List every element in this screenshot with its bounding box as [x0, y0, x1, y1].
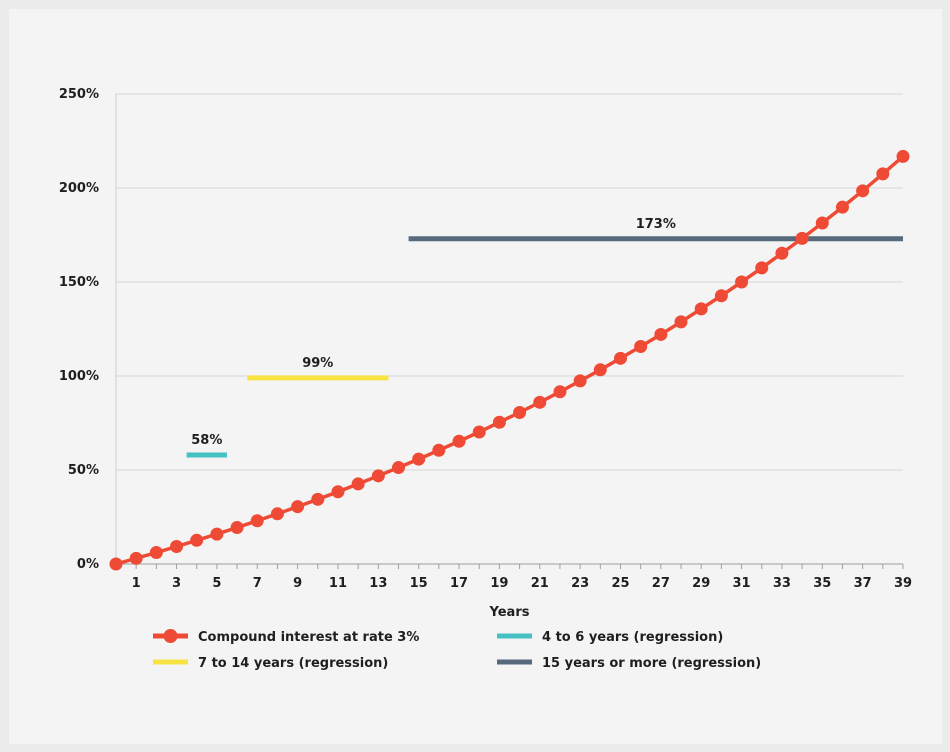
x-tick-label: 5: [212, 576, 221, 591]
data-point: [432, 443, 446, 457]
data-point: [835, 200, 849, 214]
data-point: [412, 452, 426, 466]
data-point: [876, 167, 890, 181]
data-point: [250, 514, 264, 528]
data-point: [230, 521, 244, 535]
legend-item: Compound interest at rate 3%: [153, 629, 419, 645]
legend-marker: [163, 629, 178, 643]
data-point: [613, 351, 627, 365]
x-tick-label: 39: [894, 576, 912, 591]
segment-data-label: 173%: [636, 217, 676, 232]
data-point: [109, 557, 123, 571]
data-point: [735, 275, 749, 289]
x-tick-label: 27: [652, 576, 670, 591]
legend-label: Compound interest at rate 3%: [198, 630, 419, 645]
data-point: [533, 395, 547, 409]
x-tick-label: 11: [329, 576, 347, 591]
data-point: [654, 327, 668, 341]
legend-label: 7 to 14 years (regression): [198, 656, 388, 671]
x-tick-label: 23: [571, 576, 589, 591]
regression-segments: 58% 99% 173%: [186, 217, 903, 458]
y-tick-label: 200%: [59, 181, 99, 196]
x-tick-label: 3: [172, 576, 181, 591]
chart-card: 0% 50% 100% 150% 200% 250% 1 3 5 7 9 11 13 15 17 19 21 2…: [9, 9, 942, 744]
data-point: [371, 469, 385, 483]
x-axis-title: Years: [489, 605, 530, 620]
data-point: [694, 302, 708, 316]
data-point: [896, 149, 910, 163]
x-tick-label: 35: [813, 576, 831, 591]
x-tick-label: 37: [854, 576, 872, 591]
legend-item: 4 to 6 years (regression): [497, 630, 723, 645]
data-point: [674, 315, 688, 329]
x-tick-label: 19: [490, 576, 508, 591]
data-point: [351, 477, 365, 491]
gridlines: [116, 93, 903, 471]
compound-line: [109, 149, 910, 571]
compound-interest-line: [115, 155, 905, 566]
y-tick-label: 250%: [59, 87, 99, 102]
y-tick-label: 50%: [68, 463, 99, 478]
segment-data-label: 58%: [191, 433, 222, 448]
x-tick-label: 17: [450, 576, 468, 591]
x-tick-label: 33: [773, 576, 791, 591]
data-point: [593, 363, 607, 377]
data-point: [392, 461, 406, 475]
x-tick-label: 29: [692, 576, 710, 591]
legend-item: 15 years or more (regression): [497, 656, 761, 671]
x-tick-label: 1: [132, 576, 141, 591]
x-tick-label: 7: [253, 576, 262, 591]
data-point: [573, 374, 587, 388]
data-point: [129, 551, 143, 565]
x-tick-label: 15: [410, 576, 428, 591]
y-tick-label: 100%: [59, 369, 99, 384]
x-tick-label: 25: [611, 576, 629, 591]
data-point: [553, 385, 567, 399]
data-point: [795, 231, 809, 245]
x-tick-label: 21: [531, 576, 549, 591]
data-point: [714, 289, 728, 303]
data-point: [452, 434, 466, 448]
y-tick-label: 0%: [77, 557, 99, 572]
data-point: [815, 216, 829, 230]
legend-label: 4 to 6 years (regression): [542, 630, 723, 645]
data-point: [472, 425, 486, 439]
legend: Compound interest at rate 3% 4 to 6 years…: [153, 629, 761, 671]
x-tick-label: 31: [733, 576, 751, 591]
data-point: [270, 507, 284, 521]
data-point: [210, 527, 224, 541]
data-point: [513, 405, 527, 419]
data-point: [291, 500, 305, 514]
data-point: [775, 246, 789, 260]
y-axis: 0% 50% 100% 150% 200% 250%: [59, 87, 117, 572]
x-tick-label: 9: [293, 576, 302, 591]
data-point: [190, 533, 204, 547]
y-tick-label: 150%: [59, 275, 99, 290]
data-point: [311, 492, 325, 506]
data-point: [634, 339, 648, 353]
legend-label: 15 years or more (regression): [542, 656, 761, 671]
x-tick-label: 13: [369, 576, 387, 591]
data-point: [755, 261, 769, 275]
segment-data-label: 99%: [302, 356, 333, 371]
data-point: [856, 184, 870, 198]
data-point: [149, 546, 163, 560]
compound-interest-chart: 0%50%100%150%200%250% 1 3 5 7 9 11 13 15 17 19 21 2…: [59, 87, 912, 671]
legend-item: 7 to 14 years (regression): [153, 656, 388, 671]
data-point: [492, 415, 506, 429]
data-point: [170, 540, 184, 554]
data-point: [331, 485, 345, 499]
